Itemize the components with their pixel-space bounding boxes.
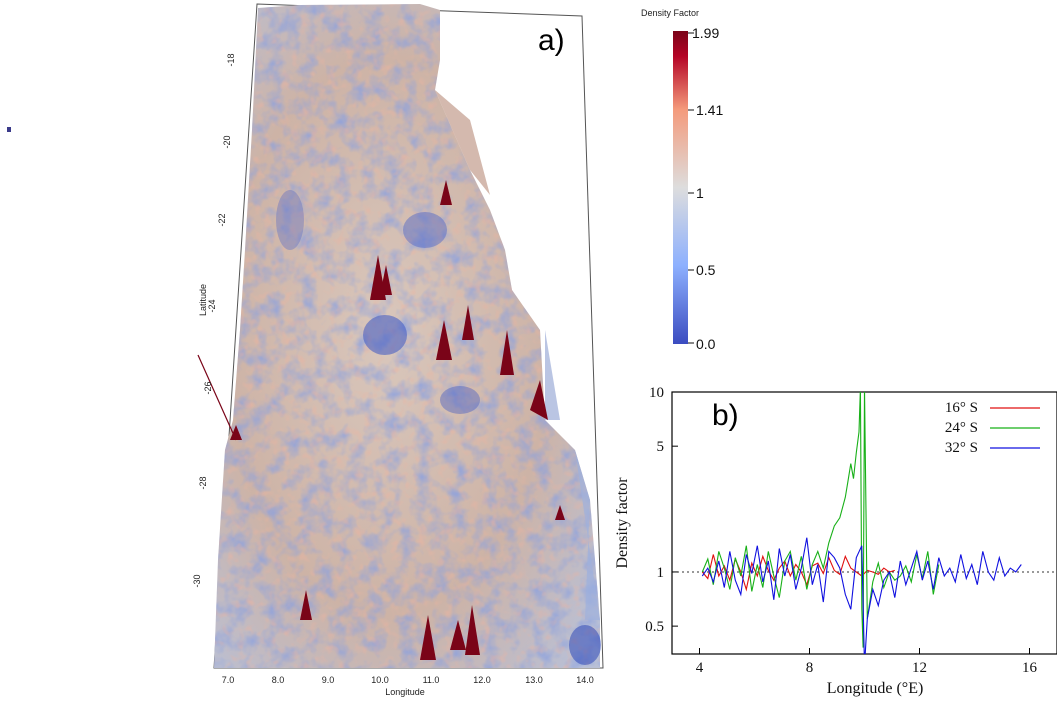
colorbar-label: 0.0 [696,336,716,352]
legend-label: 32° S [945,440,978,456]
panel-a-y-ticks: -18 -20 -22 -24 -26 -28 -30 [192,53,236,587]
map-texture-red [214,4,600,668]
x-tick-label: 7.0 [222,675,235,685]
x-tick-label: 8 [806,660,814,676]
panel-a-x-title: Longitude [385,687,425,697]
panel-a: a) 7.0 8.0 9.0 10.0 11.0 12.0 13.0 14.0 … [192,3,604,697]
x-tick-label: 4 [696,660,704,676]
y-tick-label: -30 [192,574,202,587]
blue-eddy-5 [569,625,601,665]
x-tick-label: 13.0 [525,675,543,685]
blue-eddy-1 [363,315,407,355]
y-tick-label: -18 [226,53,236,66]
y-tick-label: -22 [217,213,227,226]
axis-line-stray [197,354,237,441]
y-tick-label: -24 [207,299,217,312]
colorbar-label: 1.41 [696,102,723,118]
y-tick-label: -28 [198,476,208,489]
blue-eddy-4 [276,190,304,250]
blue-eddy-3 [440,386,480,414]
density-spikes [230,180,565,660]
coast-facet-2 [545,330,560,420]
x-tick-label: 9.0 [322,675,335,685]
x-tick-label: 12 [912,660,927,676]
panel-b-y-title: Density factor [614,477,631,569]
y-tick-label: 5 [657,439,665,455]
blue-eddy-2 [403,212,447,248]
tick-layer: 4 8 12 16 0.5 1 5 10 [645,385,1037,676]
legend-label: 24° S [945,420,978,436]
panel-a-x-ticks: 7.0 8.0 9.0 10.0 11.0 12.0 13.0 14.0 [222,675,594,685]
y-tick-label: 1 [657,565,665,581]
legend-label: 16° S [945,400,978,416]
colorbar-title: Density Factor [641,8,699,18]
x-tick-label: 11.0 [423,675,440,685]
coast-facet-1 [435,90,490,195]
x-tick-label: 10.0 [371,675,389,685]
y-tick-label: -20 [222,135,232,148]
panel-a-label: a) [538,24,565,57]
colorbar-label: 1 [696,185,704,201]
series-line [701,537,1022,654]
y-tick-label: 0.5 [645,619,664,635]
colorbar-label: 0.5 [696,262,716,278]
panel-a-y-title: Latitude [198,284,208,316]
panel-b-label: b) [712,399,739,432]
stray-mark [7,127,11,132]
y-tick-label: -26 [203,381,213,394]
x-tick-label: 16 [1022,660,1038,676]
series-line [701,392,940,648]
colorbar: Density Factor 1.99 1.41 1 0.5 0.0 [641,8,723,352]
panel-b-x-title: Longitude (°E) [827,680,924,697]
panel-b: 4 8 12 16 0.5 1 5 10 b) 16° S 24° S 32° S Longi… [614,385,1057,697]
x-tick-label: 8.0 [272,675,285,685]
legend: 16° S 24° S 32° S [945,400,1040,456]
y-tick-label: 10 [649,385,664,401]
x-tick-label: 12.0 [473,675,491,685]
x-tick-label: 14.0 [576,675,594,685]
series-layer [701,392,1022,654]
colorbar-gradient [673,31,688,344]
colorbar-label: 1.99 [692,25,719,41]
coast-facet-3 [575,450,600,620]
